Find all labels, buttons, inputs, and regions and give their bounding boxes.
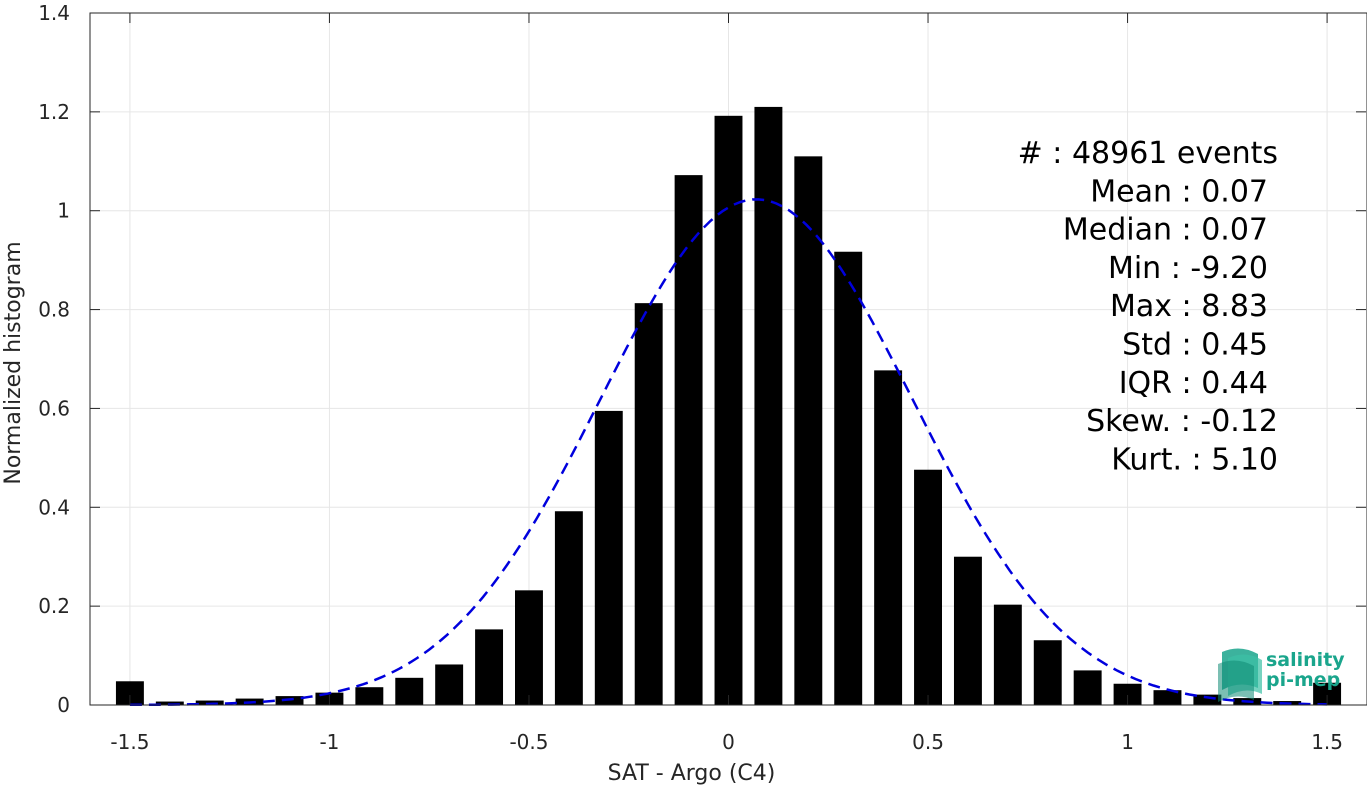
y-tick-label: 1 [57,199,70,223]
histogram-bar [754,106,783,705]
stat-line: Max : 8.83 [1110,289,1268,324]
histogram-bar [155,701,184,705]
y-tick-label: 1.4 [38,1,70,25]
histogram-bar [1313,682,1342,705]
stat-line: IQR : 0.44 [1119,366,1268,401]
x-axis-label: SAT - Argo (C4) [608,761,776,786]
x-tick-label: 1 [1121,730,1134,754]
histogram-bar [395,677,424,705]
y-tick-labels: 0 0.2 0.4 0.6 0.8 1 1.2 1.4 [38,1,70,717]
bars [115,106,1342,706]
logo-mark-icon [1218,648,1262,702]
x-tick-label: -1 [319,730,339,754]
y-tick-label: 1.2 [38,100,70,124]
histogram-bar [634,303,663,705]
ticks [90,12,1366,706]
stat-line: Mean : 0.07 [1090,174,1268,209]
histogram-bar [874,370,903,705]
stat-line: Min : -9.20 [1108,251,1268,286]
gaussian-fit-curve [129,198,1328,707]
salinity-pi-mep-logo: salinity pi-mep [1218,648,1345,702]
histogram-bar [115,681,144,705]
histogram-bar [515,590,543,705]
histogram-bar [674,175,703,705]
histogram-bar [993,604,1022,705]
histogram-bar [355,687,384,705]
histogram-bar [554,511,583,705]
y-tick-label: 0.4 [38,495,70,519]
x-tick-label: -0.5 [509,730,548,754]
y-tick-label: 0 [57,693,70,717]
stat-line: Std : 0.45 [1122,328,1268,363]
histogram-bar [914,469,942,705]
logo-text-salinity: salinity [1266,649,1345,671]
histogram-bar [794,156,823,706]
histogram-bar [435,664,464,705]
histogram-bar [953,556,982,705]
histogram-bar [1073,670,1102,705]
histogram-bar [1033,640,1062,705]
y-axis-label: Normalized histogram [1,241,26,484]
stat-line: Kurt. : 5.10 [1111,442,1278,477]
x-tick-label: -1.5 [110,730,149,754]
x-tick-labels: -1.5 -1 -0.5 0 0.5 1 1.5 [110,730,1343,754]
x-tick-label: 0 [722,730,735,754]
y-tick-label: 0.6 [38,396,70,420]
x-tick-label: 0.5 [912,730,944,754]
logo-text-pimep: pi-mep [1266,669,1340,691]
histogram-bar [834,251,863,706]
histogram-bar [594,410,623,705]
histogram-bar [1113,683,1142,705]
stat-line: # : 48961 events [1018,136,1278,171]
stat-line: Median : 0.07 [1063,213,1268,248]
histogram-bar [475,629,504,705]
x-tick-label: 1.5 [1311,730,1343,754]
y-tick-label: 0.8 [38,298,70,322]
y-tick-label: 0.2 [38,594,70,618]
histogram-bar [1193,694,1222,705]
histogram-bar [1153,690,1182,705]
stat-line: Skew. : -0.12 [1086,404,1278,439]
